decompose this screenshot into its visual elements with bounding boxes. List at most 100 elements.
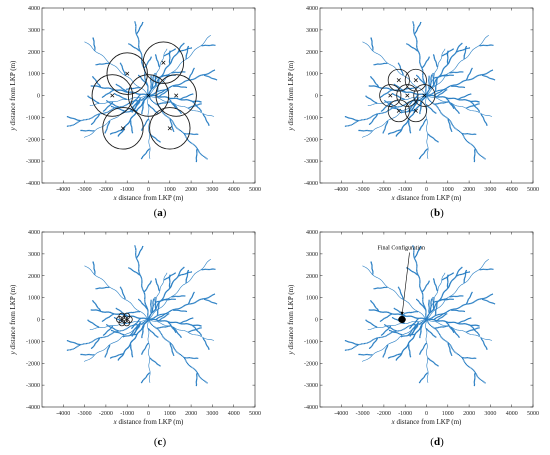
data-point: [172, 121, 174, 123]
data-point: [138, 48, 140, 50]
data-point: [346, 349, 348, 351]
data-point: [430, 78, 432, 81]
data-point: [121, 67, 124, 70]
data-point: [141, 322, 143, 324]
data-point: [480, 268, 482, 271]
data-point: [347, 340, 349, 343]
data-point: [464, 357, 466, 359]
data-point: [183, 86, 185, 88]
data-point: [150, 81, 152, 83]
data-point: [80, 344, 82, 346]
data-point: [198, 75, 200, 77]
data-point: [97, 113, 100, 115]
data-point: [155, 281, 158, 283]
data-point: [100, 336, 103, 339]
trail-line: [426, 272, 446, 320]
data-point: [385, 87, 388, 89]
data-point: [210, 71, 212, 73]
data-point: [456, 85, 459, 88]
data-point: [436, 316, 439, 318]
data-point: [422, 300, 424, 302]
data-point: [434, 283, 436, 285]
data-point: [106, 324, 108, 326]
data-point: [199, 298, 201, 301]
data-point: [446, 53, 449, 56]
data-point: [206, 268, 208, 271]
data-point: [136, 36, 139, 38]
data-point: [413, 27, 415, 29]
data-point: [474, 373, 476, 376]
data-point: [477, 376, 479, 379]
data-point: [104, 132, 106, 134]
data-point: [188, 271, 190, 274]
data-point: [484, 268, 486, 271]
data-point: [390, 330, 392, 332]
data-point: [409, 111, 411, 113]
data-point: [113, 317, 116, 319]
data-point: [449, 309, 452, 311]
x-tick-label: -1000: [120, 187, 134, 193]
data-point: [349, 348, 351, 351]
data-point: [422, 321, 424, 323]
data-point: [182, 321, 184, 323]
data-point: [468, 133, 470, 135]
data-point: [154, 102, 156, 104]
data-point: [374, 287, 376, 290]
data-point: [103, 333, 106, 336]
data-point: [205, 157, 207, 159]
data-point: [94, 271, 96, 273]
data-point: [198, 103, 200, 106]
data-point: [190, 133, 192, 135]
data-point: [433, 280, 435, 282]
data-point: [131, 128, 133, 131]
data-point: [138, 43, 140, 45]
data-point: [425, 88, 427, 91]
data-point: [140, 51, 142, 54]
data-point: [135, 33, 138, 35]
data-point: [479, 378, 481, 381]
data-point: [84, 343, 86, 345]
data-point: [378, 287, 380, 289]
data-point: [416, 271, 418, 273]
data-point: [444, 88, 447, 90]
data-point: [131, 324, 133, 327]
data-point: [475, 373, 477, 375]
data-point: [435, 336, 437, 338]
data-point: [413, 26, 415, 28]
data-point: [437, 76, 439, 78]
data-point: [189, 271, 191, 273]
data-point: [350, 341, 352, 344]
data-point: [430, 299, 433, 301]
data-point: [380, 336, 382, 339]
data-point: [355, 119, 358, 122]
data-point: [187, 272, 189, 274]
data-point: [207, 268, 209, 271]
data-point: [186, 276, 188, 278]
data-point: [436, 304, 438, 306]
data-point: [140, 323, 142, 325]
data-point: [138, 99, 141, 101]
data-point: [428, 301, 430, 304]
data-point: [465, 48, 467, 50]
data-point: [78, 120, 81, 123]
data-point: [368, 347, 371, 349]
data-point: [138, 266, 140, 268]
data-point: [174, 272, 176, 274]
data-point: [187, 269, 189, 272]
data-point: [442, 102, 445, 104]
data-point: [389, 108, 391, 111]
data-point: [482, 380, 484, 382]
data-point: [421, 292, 424, 295]
data-point: [130, 325, 132, 327]
data-point: [414, 260, 417, 262]
data-point: [141, 353, 143, 355]
data-point: [466, 331, 468, 333]
data-point: [172, 346, 175, 348]
data-point: [388, 333, 390, 335]
data-point: [435, 87, 437, 90]
data-point: [406, 267, 408, 269]
data-point: [170, 343, 172, 345]
data-point: [186, 51, 189, 53]
data-point: [74, 342, 77, 344]
data-point: [78, 344, 81, 346]
